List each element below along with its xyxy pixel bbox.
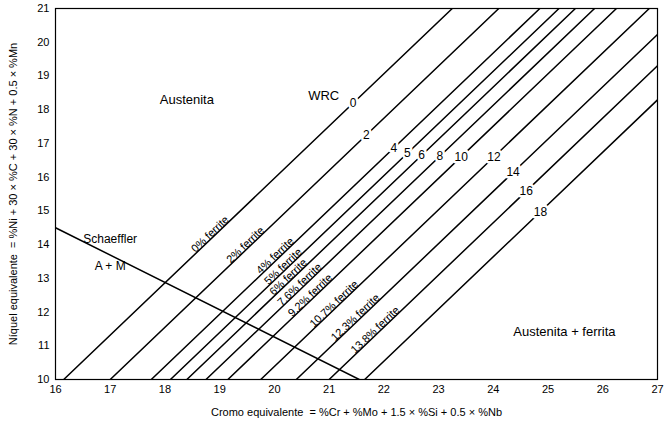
svg-text:24: 24: [487, 383, 499, 395]
svg-text:4: 4: [390, 141, 397, 155]
svg-text:2: 2: [363, 128, 370, 142]
svg-text:7.6% ferrite: 7.6% ferrite: [274, 260, 324, 308]
svg-text:0: 0: [350, 96, 357, 110]
svg-text:10: 10: [455, 149, 469, 163]
svg-text:13: 13: [37, 272, 49, 284]
svg-text:4% ferrite: 4% ferrite: [253, 234, 296, 276]
svg-text:15: 15: [37, 204, 49, 216]
svg-text:6% ferrite: 6% ferrite: [266, 256, 310, 298]
svg-text:Austenita: Austenita: [160, 92, 215, 107]
svg-text:13.8% ferrite: 13.8% ferrite: [348, 304, 401, 356]
svg-text:18: 18: [37, 103, 49, 115]
svg-text:Austenita + ferrita: Austenita + ferrita: [513, 324, 616, 339]
svg-text:19: 19: [37, 69, 49, 81]
svg-text:0% ferrite: 0% ferrite: [189, 213, 231, 254]
svg-text:14: 14: [506, 165, 520, 179]
svg-text:10: 10: [37, 373, 49, 385]
svg-text:11: 11: [38, 339, 49, 351]
svg-text:A + M: A + M: [95, 259, 126, 273]
svg-text:19: 19: [214, 383, 226, 395]
svg-text:8: 8: [436, 149, 443, 163]
svg-text:14: 14: [37, 238, 49, 250]
svg-text:Cromo equivalente = %Cr + %Mo: Cromo equivalente = %Cr + %Mo + 1.5 × %S…: [211, 406, 502, 418]
svg-text:20: 20: [268, 383, 280, 395]
svg-text:16: 16: [49, 383, 61, 395]
svg-text:21: 21: [323, 383, 335, 395]
svg-text:12: 12: [37, 306, 49, 318]
svg-text:Níquel equivalente = %Ni + 30: Níquel equivalente = %Ni + 30 × %C + 30 …: [7, 43, 19, 345]
svg-text:10.7% ferrite: 10.7% ferrite: [307, 277, 361, 330]
svg-text:17: 17: [37, 137, 49, 149]
svg-text:2% ferrite: 2% ferrite: [224, 224, 266, 265]
svg-text:12.3% ferrite: 12.3% ferrite: [328, 291, 382, 343]
svg-text:23: 23: [432, 383, 444, 395]
svg-text:22: 22: [378, 383, 390, 395]
svg-text:17: 17: [104, 383, 116, 395]
svg-text:5: 5: [404, 146, 411, 160]
svg-text:18: 18: [159, 383, 171, 395]
svg-text:27: 27: [651, 383, 663, 395]
svg-text:12: 12: [487, 150, 501, 164]
svg-text:6: 6: [418, 148, 425, 162]
svg-text:20: 20: [37, 36, 49, 48]
svg-text:5% ferrite: 5% ferrite: [261, 245, 304, 287]
svg-text:Schaeffler: Schaeffler: [83, 232, 137, 246]
svg-text:16: 16: [519, 184, 533, 198]
svg-text:9.2% ferrite: 9.2% ferrite: [285, 271, 335, 319]
svg-text:WRC: WRC: [308, 88, 339, 103]
svg-text:18: 18: [534, 205, 548, 219]
svg-text:25: 25: [542, 383, 554, 395]
svg-text:26: 26: [597, 383, 609, 395]
svg-text:16: 16: [37, 171, 49, 183]
svg-text:21: 21: [37, 2, 49, 14]
